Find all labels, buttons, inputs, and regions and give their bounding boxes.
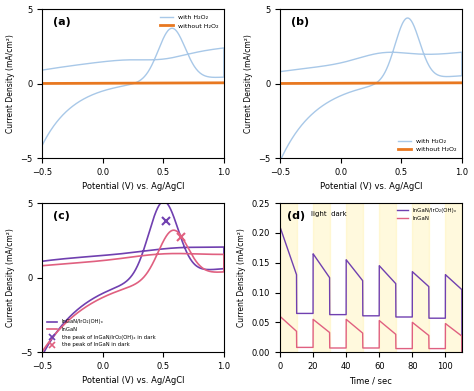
Bar [346, 203, 363, 352]
Y-axis label: Current Density (mA/cm²): Current Density (mA/cm²) [6, 34, 15, 133]
Bar [412, 203, 429, 352]
X-axis label: Potential (V) vs. Ag/AgCl: Potential (V) vs. Ag/AgCl [320, 182, 422, 191]
Legend: with H₂O₂, without H₂O₂: with H₂O₂, without H₂O₂ [396, 136, 459, 155]
Y-axis label: Current Density (mA/cm²): Current Density (mA/cm²) [244, 34, 253, 133]
Text: (a): (a) [53, 16, 71, 27]
Bar [313, 203, 329, 352]
Text: (d): (d) [287, 211, 305, 221]
Bar [379, 203, 396, 352]
Text: (b): (b) [291, 16, 309, 27]
Legend: InGaN/IrO₂(OH)ₓ, InGaN: InGaN/IrO₂(OH)ₓ, InGaN [395, 206, 459, 223]
Legend: with H₂O₂, without H₂O₂: with H₂O₂, without H₂O₂ [158, 12, 221, 31]
Text: light  dark: light dark [311, 211, 346, 217]
X-axis label: Potential (V) vs. Ag/AgCl: Potential (V) vs. Ag/AgCl [82, 182, 184, 191]
X-axis label: Time / sec: Time / sec [349, 377, 392, 386]
Bar [446, 203, 462, 352]
Bar [280, 203, 297, 352]
Legend: InGaN/IrO₂(OH)ₓ, InGaN, the peak of InGaN/IrO₂(OH)ₓ in dark, the peak of InGaN i: InGaN/IrO₂(OH)ₓ, InGaN, the peak of InGa… [45, 317, 157, 350]
Y-axis label: Current Density (mA/cm²): Current Density (mA/cm²) [237, 228, 246, 327]
X-axis label: Potential (V) vs. Ag/AgCl: Potential (V) vs. Ag/AgCl [82, 377, 184, 386]
Y-axis label: Current Density (mA/cm²): Current Density (mA/cm²) [6, 228, 15, 327]
Text: (c): (c) [53, 211, 70, 221]
